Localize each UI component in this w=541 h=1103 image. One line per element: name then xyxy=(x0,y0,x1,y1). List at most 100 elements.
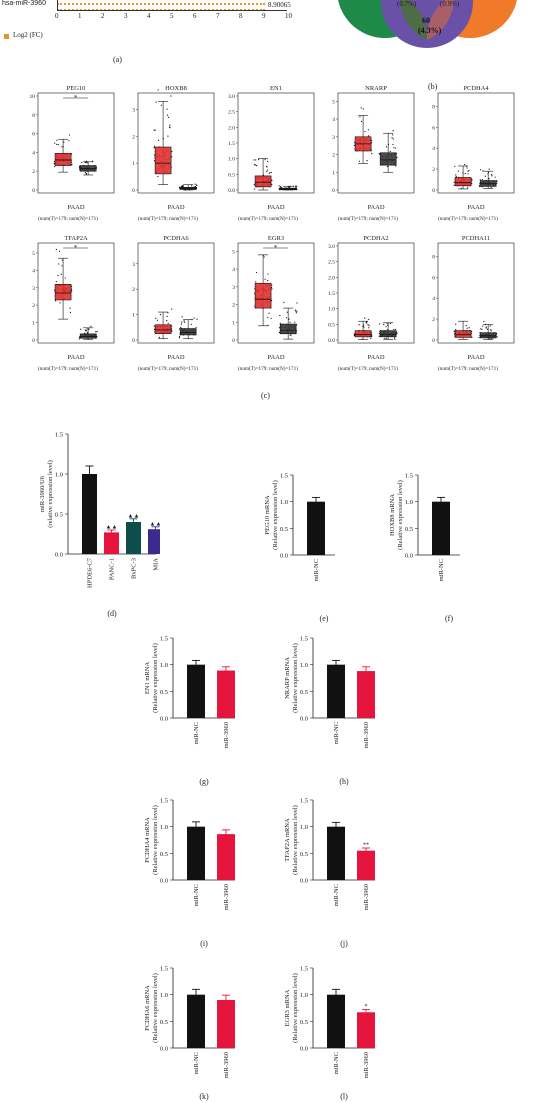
boxplot-sample-label: (num(T)=179; num(N)=171) xyxy=(338,365,398,372)
boxplot-point xyxy=(267,316,269,319)
boxplot-title: EGR3 xyxy=(268,235,284,242)
category-label: miR-NC xyxy=(193,1052,200,1074)
boxplot-point xyxy=(490,329,492,331)
boxplot-box xyxy=(279,323,297,335)
category-label: miR-NC xyxy=(438,559,445,581)
legend-label: Log2 (FC) xyxy=(13,31,43,39)
category-label: miR-3960 xyxy=(363,1052,370,1078)
boxplot-point xyxy=(182,185,184,187)
boxplot-point xyxy=(455,175,457,178)
fc-axis-line xyxy=(57,0,58,10)
y-axis-label-sub: (Relative expression level) xyxy=(292,973,299,1043)
boxplot-title: PCDHA6 xyxy=(163,235,189,242)
bar xyxy=(357,1012,375,1048)
boxplot-point xyxy=(278,331,281,334)
y-tick-label: 0.5 xyxy=(280,526,288,533)
boxplot-tick-label: 4 xyxy=(332,117,335,123)
y-tick-label: 1.5 xyxy=(300,966,308,973)
boxplot-point xyxy=(486,328,489,330)
boxplot-point xyxy=(490,174,493,176)
boxplot-point xyxy=(386,329,389,331)
bar-chart-g: 0.0 0.5 1.0 1.5 EN1 mRNA (Relative expression… xyxy=(144,636,235,786)
boxplot-point xyxy=(178,335,181,338)
boxplot-title: PCDHA4 xyxy=(463,85,489,92)
boxplot-point xyxy=(95,331,97,333)
mirna-label: hsa-miR-3960 xyxy=(2,0,46,7)
boxplot-point xyxy=(295,185,297,187)
bar xyxy=(187,826,205,880)
boxplot-point xyxy=(385,146,388,148)
y-axis-label: EN1 mRNA xyxy=(144,662,151,695)
boxplot-point xyxy=(84,329,87,331)
bar xyxy=(327,826,345,880)
boxplot-point xyxy=(266,165,268,167)
boxplot-tick-label: 2 xyxy=(432,317,435,323)
boxplot-tick-label: 1 xyxy=(232,320,235,326)
y-tick-label: 0.5 xyxy=(160,851,168,858)
boxplot-sample-label: (num(T)=179; num(N)=171) xyxy=(438,365,498,372)
boxplot-point xyxy=(490,186,492,189)
boxplot-point xyxy=(285,317,288,319)
y-tick-label: 0.0 xyxy=(160,716,168,723)
category-label: HPDE6-C7 xyxy=(87,557,94,588)
boxplot-x-label: PAAD xyxy=(367,204,384,211)
boxplot-point xyxy=(167,322,169,324)
boxplot-tick-label: 2.5 xyxy=(328,260,335,266)
boxplot-tick-label: 0 xyxy=(232,338,235,344)
boxplot-title: PEG10 xyxy=(67,85,86,92)
boxplot-point xyxy=(64,277,66,279)
boxplot-point xyxy=(271,284,273,286)
boxplot-point xyxy=(485,327,487,329)
y-axis-label: PCDHA6 mRNA xyxy=(144,985,151,1031)
bar-chart-j: 0.0 0.5 1.0 1.5 TFAP2A mRNA (Relative express… xyxy=(284,798,375,948)
significance-mark: ** xyxy=(363,843,369,849)
significance-mark: ▲▲ xyxy=(106,525,118,531)
boxplot-point xyxy=(483,320,485,323)
boxplot-point xyxy=(53,161,56,163)
boxplot-point xyxy=(480,328,482,330)
category-label: BxPC-3 xyxy=(131,558,138,579)
boxplot-point xyxy=(396,156,398,159)
boxplot-title: HOXB8 xyxy=(165,85,187,92)
panel-a-fc-bar: hsa-miR-3960 8.90065 0 1 2 3 4 5 6 7 8 9 10 Log2 (… xyxy=(0,0,300,40)
boxplot-pcdha4: PCDHA4 0 2 4 6 8 PAAD (num(T)=179; num(N)=171) xyxy=(432,85,515,222)
boxplot-title: TFAP2A xyxy=(64,235,88,242)
y-tick-label: 0.5 xyxy=(405,526,413,533)
boxplot-point xyxy=(464,173,466,175)
boxplot-point xyxy=(167,135,169,137)
boxplot-point xyxy=(395,165,397,167)
boxplot-point xyxy=(271,179,273,181)
boxplot-point xyxy=(371,334,373,336)
boxplot-point xyxy=(368,135,370,137)
fc-value: 8.90065 xyxy=(268,1,291,9)
boxplot-point xyxy=(296,310,298,312)
boxplot-point xyxy=(389,322,392,325)
y-tick-label: 1.5 xyxy=(55,432,63,439)
boxplot-tick-label: 6 xyxy=(432,125,435,131)
boxplot-point xyxy=(288,318,290,320)
bar xyxy=(187,664,205,718)
boxplot-point xyxy=(467,170,469,172)
category-label: PANC-1 xyxy=(109,558,116,580)
boxplot-point xyxy=(278,185,280,187)
boxplot-point xyxy=(396,332,398,334)
boxplot-point xyxy=(92,160,94,162)
venn-label-1: (0.9%) xyxy=(440,0,460,8)
boxplot-point xyxy=(78,166,81,168)
boxplot-point xyxy=(280,186,282,188)
venn-diagram: (0.7%) (0.9%) 60 (4.3%) xyxy=(330,0,541,70)
boxplot-point xyxy=(253,184,255,186)
panel-label: (l) xyxy=(340,1092,348,1101)
boxplot-tick-label: 3 xyxy=(32,286,35,292)
boxplot-point xyxy=(71,290,73,292)
boxplot-point xyxy=(255,281,257,283)
boxplot-point xyxy=(378,152,380,155)
y-tick-label: 0.5 xyxy=(300,689,308,696)
boxplot-point xyxy=(383,324,385,326)
boxplot-point xyxy=(279,314,281,317)
boxplot-title: PCDHA11 xyxy=(462,235,490,242)
y-axis-label: miR-3960/U6 xyxy=(39,475,46,512)
boxplot-sample-label: (num(T)=179; num(N)=171) xyxy=(338,215,398,222)
boxplot-tick-label: 2.0 xyxy=(228,125,235,131)
boxplot-point xyxy=(270,171,273,174)
